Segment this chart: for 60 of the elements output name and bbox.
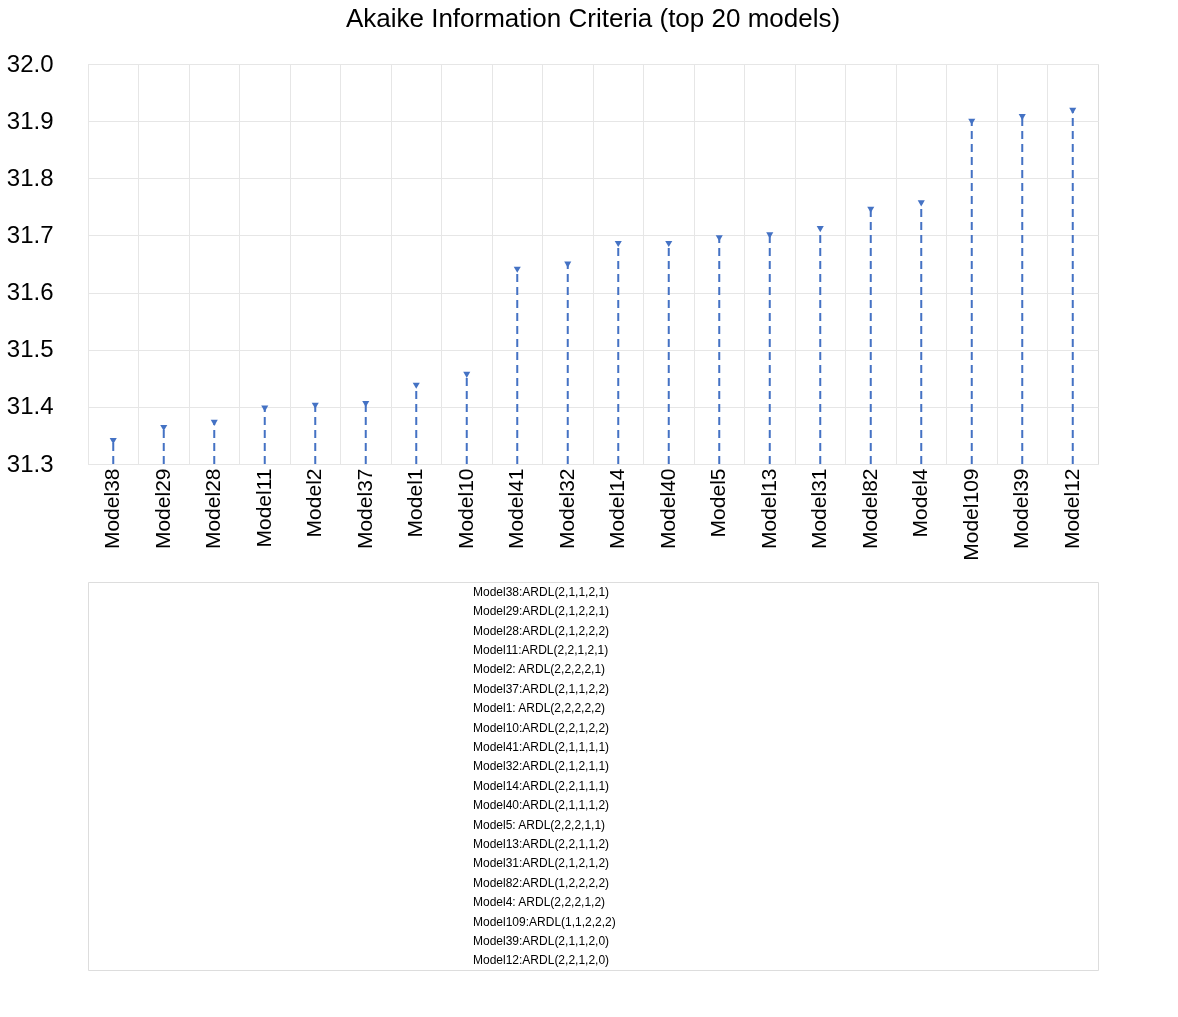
text: Model12:ARDL(2,2,1,2,0) [473,953,610,968]
y-tick-label: 31.5 [6,335,54,363]
chart-title: Akaike Information Criteria (top 20 models) [345,3,841,33]
x-tick-label: Model4 [908,468,932,538]
text: Model109:ARDL(1,1,2,2,2) [473,914,616,929]
x-tick-label: Model10 [453,468,477,550]
y-tick-label: 31.7 [6,220,54,248]
text: Model28:ARDL(2,1,2,2,2) [473,623,610,638]
text: Model1: ARDL(2,2,2,2,2) [473,701,606,716]
x-tick-label: Model13 [756,468,780,550]
text: Model13:ARDL(2,2,1,1,2) [473,836,610,851]
x-tick-label: Model29 [150,468,174,550]
point [614,240,622,248]
x-tick-label: Model38 [100,468,124,550]
x-tick-label: Model109 [958,468,982,561]
text: Model5: ARDL(2,2,2,1,1) [473,817,606,832]
text: Model11:ARDL(2,2,1,2,1) [473,642,609,657]
x-tick-label: Model14 [605,468,629,550]
point [109,438,117,445]
point [715,235,723,242]
x-tick-label: Model28 [201,468,225,550]
text: Model41:ARDL(2,1,1,1,1) [473,739,610,754]
text: Model31:ARDL(2,1,2,1,2) [473,856,610,871]
text: Model2: ARDL(2,2,2,2,1) [473,662,606,677]
y-tick-label: 31.6 [6,278,54,306]
point [210,419,218,426]
point [917,200,925,207]
y-tick-label: 32.0 [6,49,54,77]
text: Model39:ARDL(2,1,1,2,0) [473,933,610,948]
x-tick-label: Model31 [807,468,831,550]
x-tick-label: Model2 [302,468,326,538]
y-tick-label: 31.3 [6,449,54,477]
x-tick-label: Model1 [403,468,427,538]
point [1069,107,1077,114]
text: Model32:ARDL(2,1,2,1,1) [473,759,610,774]
text: Model29:ARDL(2,1,2,2,1) [473,604,610,619]
text: Model10:ARDL(2,2,1,2,2) [473,720,610,735]
point [816,226,824,233]
point [463,371,471,378]
text: Model38:ARDL(2,1,1,2,1) [473,584,610,599]
y-tick-label: 31.9 [6,106,54,134]
x-tick-label: Model5 [706,468,730,538]
text: Model40:ARDL(2,1,1,1,2) [473,798,610,813]
x-tick-label: Model39 [1009,468,1033,550]
x-tick-label: Model12 [1059,468,1083,550]
x-tick-label: Model40 [655,468,679,550]
y-tick-label: 31.4 [6,392,54,420]
point [1018,114,1026,121]
point [665,240,673,248]
point [766,232,774,239]
x-tick-label: Model32 [554,468,578,550]
text: Model14:ARDL(2,2,1,1,1) [473,778,610,793]
x-tick-label: Model41 [504,468,528,550]
y-tick-label: 31.8 [6,163,54,191]
text: Model37:ARDL(2,1,1,2,2) [473,681,610,696]
x-tick-label: Model37 [352,468,376,550]
x-tick-label: Model82 [857,468,881,550]
x-tick-label: Model11 [251,468,275,548]
text: Model4: ARDL(2,2,2,1,2) [473,895,606,910]
text: Model82:ARDL(1,2,2,2,2) [473,875,610,890]
